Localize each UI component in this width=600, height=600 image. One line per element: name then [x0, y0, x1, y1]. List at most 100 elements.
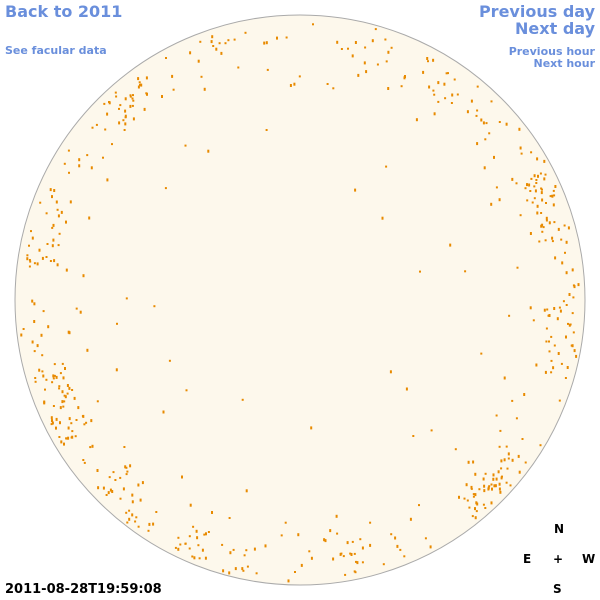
facula: [108, 476, 111, 479]
facula: [526, 199, 529, 202]
facula: [552, 203, 555, 207]
facula: [478, 488, 481, 491]
facula: [131, 104, 134, 107]
facula: [475, 114, 478, 117]
facula: [53, 363, 56, 366]
facula: [465, 483, 468, 487]
facula: [276, 36, 278, 40]
facula: [544, 173, 547, 176]
facula: [530, 151, 533, 154]
back-link[interactable]: Back to 2011: [5, 2, 123, 21]
facula: [540, 191, 543, 195]
facula: [43, 401, 46, 405]
facula: [490, 483, 493, 486]
facula: [474, 507, 476, 511]
facula: [119, 476, 122, 479]
facula: [56, 263, 59, 267]
facula: [376, 63, 379, 66]
facula: [124, 97, 127, 101]
facula: [69, 200, 72, 204]
prev-day-link[interactable]: Previous day: [478, 2, 595, 21]
facula: [350, 553, 353, 556]
facula: [60, 210, 63, 214]
facula: [201, 548, 204, 552]
facula: [71, 430, 74, 433]
facula: [545, 327, 548, 330]
facula: [387, 50, 390, 54]
facula: [49, 260, 52, 262]
facula: [165, 57, 167, 59]
facula: [482, 121, 485, 125]
facula: [552, 366, 555, 370]
facula: [564, 377, 567, 379]
facula: [536, 211, 539, 215]
prev-hour-link[interactable]: Previous hour: [508, 45, 595, 58]
facula: [472, 495, 475, 498]
facula: [161, 95, 163, 98]
facula: [119, 104, 122, 107]
facula: [540, 187, 543, 190]
facula: [361, 546, 364, 550]
facula: [103, 102, 106, 105]
facula: [300, 563, 303, 567]
facula: [68, 171, 70, 174]
facula: [323, 538, 326, 542]
facula: [199, 40, 202, 43]
facula: [67, 149, 70, 152]
facula: [88, 216, 91, 220]
facula: [483, 484, 486, 488]
facula: [499, 429, 502, 432]
facula: [137, 483, 140, 487]
facula: [58, 436, 61, 438]
facula: [511, 399, 514, 402]
facula: [78, 158, 81, 162]
facula: [59, 406, 62, 410]
facula: [443, 82, 446, 86]
facula: [382, 563, 385, 566]
facula: [70, 422, 73, 425]
facula: [131, 500, 134, 504]
facula: [500, 476, 503, 480]
facula: [539, 444, 542, 447]
facula: [390, 533, 393, 536]
facula: [185, 389, 188, 392]
facula: [55, 426, 57, 430]
facula: [125, 473, 128, 476]
facula: [458, 495, 460, 499]
facula: [433, 93, 436, 96]
facula: [553, 221, 556, 224]
facula: [112, 471, 115, 474]
facula: [565, 335, 567, 339]
facula: [565, 240, 568, 244]
facula: [60, 440, 63, 444]
facular-link[interactable]: See facular data: [5, 44, 107, 57]
facula: [59, 421, 61, 425]
next-hour-link[interactable]: Next hour: [533, 57, 596, 70]
facula: [505, 481, 508, 484]
facula: [52, 377, 55, 380]
facula: [241, 567, 244, 571]
facula: [66, 384, 69, 387]
facula: [33, 350, 36, 353]
facula: [245, 549, 248, 552]
facula: [253, 547, 256, 551]
facula: [205, 532, 207, 536]
facula: [356, 561, 359, 565]
facula: [58, 387, 61, 390]
facula: [145, 76, 148, 80]
facula: [444, 97, 447, 100]
facula: [539, 172, 542, 175]
facula: [503, 458, 506, 462]
facula: [384, 38, 387, 41]
facula: [285, 36, 288, 39]
next-day-link[interactable]: Next day: [515, 19, 595, 38]
facula: [468, 506, 471, 509]
facula: [152, 522, 155, 526]
facula: [264, 544, 267, 548]
facula: [52, 374, 55, 378]
facula: [41, 370, 44, 373]
facula: [347, 47, 349, 50]
facula: [115, 95, 118, 98]
facula: [507, 452, 510, 456]
